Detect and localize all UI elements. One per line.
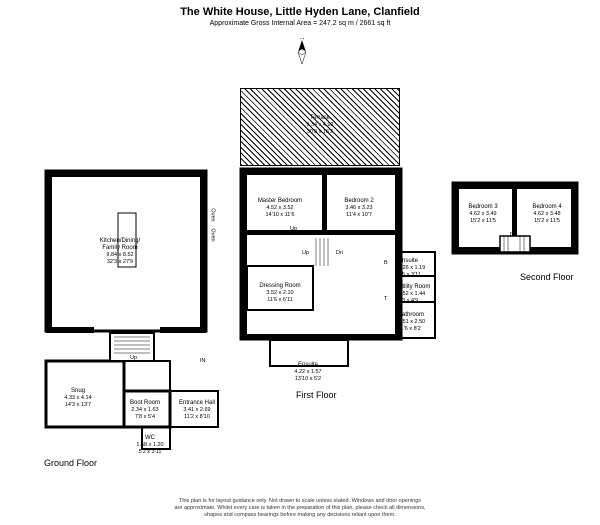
ff-up-label-2: Up: [302, 250, 309, 256]
gf-in-label: IN: [200, 358, 206, 364]
bathroom-dims-ft: 11'6 x 8'2: [398, 326, 448, 333]
bed2-name: Bedroom 2: [332, 198, 386, 205]
second-floor-label: Second Floor: [520, 272, 574, 282]
bed3-name: Bedroom 3: [456, 204, 510, 211]
bed4-dims-m: 4.62 x 3.48: [520, 211, 574, 218]
disclaimer-text: This plan is for layout guidance only. N…: [0, 498, 600, 519]
bathroom-name: Bathroom: [398, 312, 448, 319]
first-floor-label: First Floor: [296, 390, 337, 400]
master-dims-m: 4.52 x 3.52: [248, 205, 312, 212]
kitchen-label: Kitchen/Dining/ Family Room 9.84 x 8.52 …: [90, 238, 150, 266]
dressing-label: Dressing Room 3.52 x 2.10 11'6 x 6'11: [248, 283, 312, 303]
boot-dims-ft: 7'8 x 5'4: [120, 414, 170, 421]
boot-name: Boot Room: [120, 400, 170, 407]
compass-icon: N: [295, 38, 309, 66]
terrace-dims-m: 9.34 x 4.92: [290, 122, 350, 129]
ensuite1-dims-m: 4.22 x 1.57: [278, 369, 338, 376]
ff-t-label: T: [384, 296, 387, 302]
master-label: Master Bedroom 4.52 x 3.52 14'10 x 11'6: [248, 198, 312, 218]
wc-name: WC: [130, 435, 170, 442]
disclaimer-line-1: This plan is for layout guidance only. N…: [0, 498, 600, 505]
master-dims-ft: 14'10 x 11'6: [248, 212, 312, 219]
ensuite2-dims-ft: 7'5 x 3'11: [398, 272, 448, 279]
ensuite2-label: Ensuite 2.26 x 1.19 7'5 x 3'11: [398, 258, 448, 278]
boot-label: Boot Room 2.34 x 1.63 7'8 x 5'4: [120, 400, 170, 420]
gf-oven-label-2: Oven: [210, 228, 216, 241]
second-floor-plan: [450, 180, 580, 270]
ff-up-label-1: Up: [290, 226, 297, 232]
ensuite1-name: Ensuite: [278, 362, 338, 369]
bed3-label: Bedroom 3 4.62 x 3.49 15'2 x 11'5: [456, 204, 510, 224]
dressing-name: Dressing Room: [248, 283, 312, 290]
snug-label: Snug 4.33 x 4.14 14'3 x 13'7: [48, 388, 108, 408]
entrance-name: Entrance Hall: [172, 400, 222, 407]
master-name: Master Bedroom: [248, 198, 312, 205]
dressing-dims-ft: 11'6 x 6'11: [248, 297, 312, 304]
snug-dims-ft: 14'3 x 13'7: [48, 402, 108, 409]
page-subtitle: Approximate Gross Internal Area = 247.2 …: [0, 18, 600, 27]
utility-dims-m: 2.52 x 1.44: [398, 291, 448, 298]
gf-oven-label-1: Oven: [210, 208, 216, 221]
ff-b-label: B: [384, 260, 388, 266]
wc-dims-ft: 5'2 x 3'11: [130, 449, 170, 456]
kitchen-dims-ft: 32'3 x 27'9: [90, 259, 150, 266]
compass-label: N: [300, 38, 304, 41]
bed4-dims-ft: 15'2 x 11'5: [520, 218, 574, 225]
ensuite1-label: Ensuite 4.22 x 1.57 13'10 x 5'2: [278, 362, 338, 382]
kitchen-name: Kitchen/Dining/ Family Room: [90, 238, 150, 252]
utility-dims-ft: 8'3 x 4'9: [398, 298, 448, 305]
wc-dims-m: 1.58 x 1.20: [130, 442, 170, 449]
dressing-dims-m: 3.52 x 2.10: [248, 290, 312, 297]
bathroom-label: Bathroom 3.51 x 2.50 11'6 x 8'2: [398, 312, 448, 332]
disclaimer-line-2: are approximate. Whilst every care is ta…: [0, 505, 600, 512]
bed4-name: Bedroom 4: [520, 204, 574, 211]
terrace-label: Terrace 9.34 x 4.92 30'8 x 16'2: [290, 115, 350, 135]
gf-up-label: Up: [130, 355, 137, 361]
bed4-label: Bedroom 4 4.62 x 3.48 15'2 x 11'5: [520, 204, 574, 224]
ensuite2-name: Ensuite: [398, 258, 448, 265]
page-title: The White House, Little Hyden Lane, Clan…: [0, 0, 600, 18]
disclaimer-line-3: shapes and compass bearings before makin…: [0, 512, 600, 519]
ensuite2-dims-m: 2.26 x 1.19: [398, 265, 448, 272]
ensuite1-dims-ft: 13'10 x 5'2: [278, 376, 338, 383]
bed3-dims-m: 4.62 x 3.49: [456, 211, 510, 218]
sf-dn-label: Dn: [510, 232, 517, 238]
entrance-label: Entrance Hall 3.41 x 2.69 11'2 x 8'10: [172, 400, 222, 420]
bed2-label: Bedroom 2 3.46 x 3.23 11'4 x 10'7: [332, 198, 386, 218]
boot-dims-m: 2.34 x 1.63: [120, 407, 170, 414]
bed2-dims-m: 3.46 x 3.23: [332, 205, 386, 212]
entrance-dims-m: 3.41 x 2.69: [172, 407, 222, 414]
entrance-dims-ft: 11'2 x 8'10: [172, 414, 222, 421]
snug-dims-m: 4.33 x 4.14: [48, 395, 108, 402]
kitchen-dims-m: 9.84 x 8.52: [90, 252, 150, 259]
snug-name: Snug: [48, 388, 108, 395]
terrace-name: Terrace: [290, 115, 350, 122]
terrace-dims-ft: 30'8 x 16'2: [290, 129, 350, 136]
utility-name: Utility Room: [398, 284, 448, 291]
wc-label: WC 1.58 x 1.20 5'2 x 3'11: [130, 435, 170, 455]
utility-label: Utility Room 2.52 x 1.44 8'3 x 4'9: [398, 284, 448, 304]
bathroom-dims-m: 3.51 x 2.50: [398, 319, 448, 326]
bed2-dims-ft: 11'4 x 10'7: [332, 212, 386, 219]
bed3-dims-ft: 15'2 x 11'5: [456, 218, 510, 225]
ground-floor-label: Ground Floor: [44, 458, 97, 468]
ff-dn-label: Dn: [336, 250, 343, 256]
